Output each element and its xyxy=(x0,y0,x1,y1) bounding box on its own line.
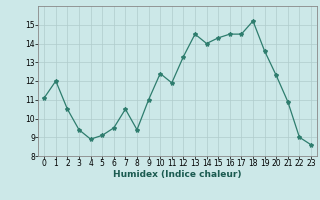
X-axis label: Humidex (Indice chaleur): Humidex (Indice chaleur) xyxy=(113,170,242,179)
